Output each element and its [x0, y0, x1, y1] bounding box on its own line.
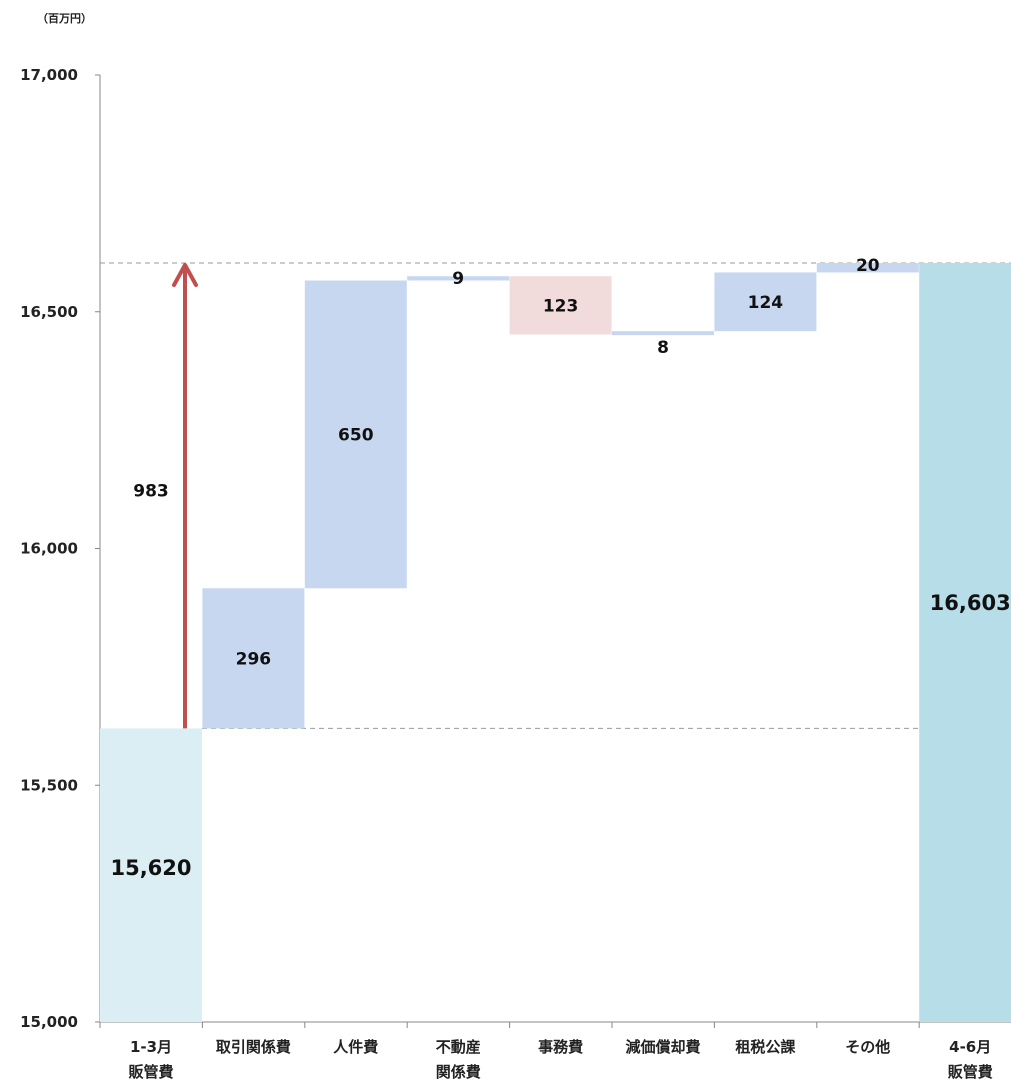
x-category-label: 取引関係費: [216, 1038, 291, 1056]
bar-8: [816, 262, 919, 273]
bar-7: [714, 272, 817, 332]
bar-6: [612, 331, 714, 336]
y-tick-label: 16,500: [20, 303, 78, 321]
x-category-label: 4-6月: [949, 1038, 991, 1056]
y-tick-label: 17,000: [20, 66, 78, 84]
x-category-label: 減価償却費: [625, 1038, 700, 1056]
bar-value-label: 8: [657, 338, 669, 358]
bar-4: [407, 276, 510, 281]
bar-value-label: 16,603: [930, 591, 1011, 615]
x-category-label: 1-3月: [130, 1038, 172, 1056]
bar-value-label: 15,620: [110, 856, 191, 880]
y-tick-label: 15,500: [20, 776, 78, 794]
bar-value-label: 296: [236, 649, 272, 669]
bar-3: [304, 280, 407, 589]
x-category-label: 租税公課: [735, 1038, 796, 1056]
x-category-label: 販管費: [948, 1063, 993, 1081]
bar-value-label: 650: [338, 425, 374, 445]
x-category-label: その他: [845, 1038, 890, 1056]
change-arrow-label: 983: [133, 481, 169, 501]
bar-5: [509, 276, 612, 335]
bar-value-label: 9: [452, 269, 464, 289]
x-category-label: 人件費: [333, 1038, 378, 1056]
x-category-label: 販管費: [128, 1063, 173, 1081]
x-category-label: 関係費: [436, 1063, 481, 1081]
bar-9: [919, 262, 1011, 1022]
bar-2: [202, 588, 305, 729]
x-category-label: 事務費: [538, 1038, 583, 1056]
bar-1: [100, 728, 202, 1022]
y-tick-label: 15,000: [20, 1013, 78, 1031]
change-arrow-head: [172, 262, 198, 287]
unit-label: （百万円）: [37, 12, 92, 25]
bar-value-label: 123: [543, 296, 579, 316]
y-tick-label: 16,000: [20, 540, 78, 558]
bar-value-label: 20: [856, 256, 880, 276]
bar-value-label: 124: [748, 293, 784, 313]
x-category-label: 不動産: [436, 1038, 481, 1056]
